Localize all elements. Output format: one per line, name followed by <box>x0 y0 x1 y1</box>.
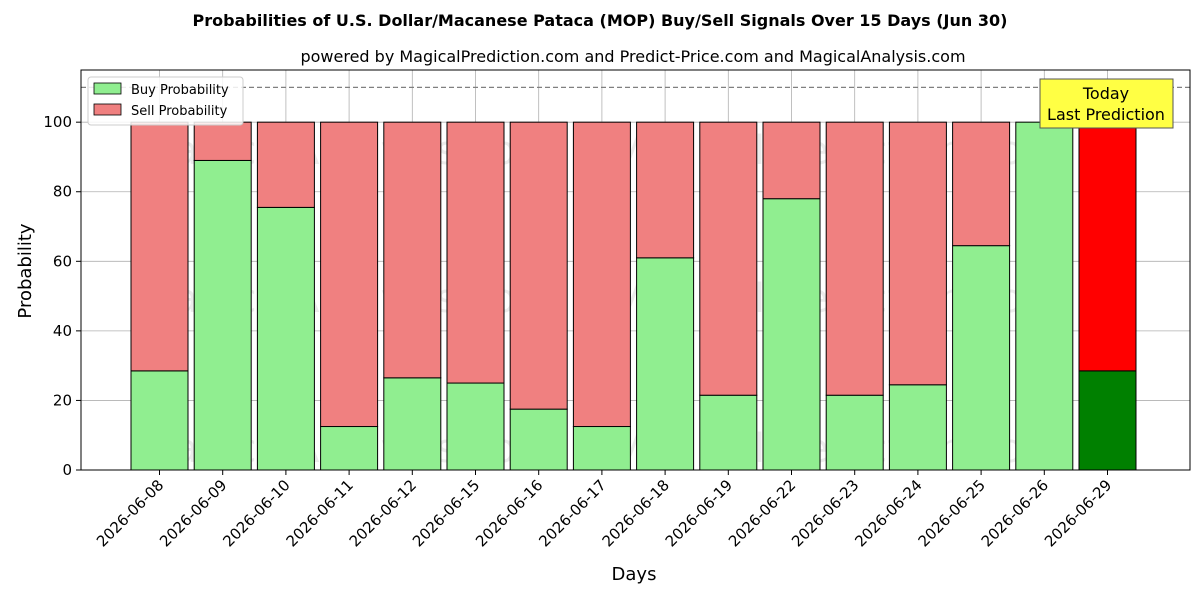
bar-sell <box>383 121 442 379</box>
chart-title: Probabilities of U.S. Dollar/Macanese Pa… <box>193 11 1008 30</box>
bar-buy <box>825 394 884 471</box>
x-tick-label: 2026-06-25 <box>915 476 989 550</box>
bar-sell <box>699 121 758 396</box>
today-box <box>1039 78 1174 129</box>
x-tick-label: 2026-06-10 <box>219 476 293 550</box>
y-axis: 0 20 40 60 80 100 <box>43 113 81 479</box>
last-prediction-label: Last Prediction <box>1047 105 1165 124</box>
y-tick-label: 0 <box>62 461 72 479</box>
bar-sell <box>509 121 568 410</box>
legend-label-sell: Sell Probability <box>131 104 228 119</box>
bar-buy <box>446 382 505 471</box>
legend-label-buy: Buy Probability <box>131 83 229 98</box>
x-tick-label: 2026-06-29 <box>1041 476 1115 550</box>
plot-frame <box>80 69 1191 471</box>
x-tick-label: 2026-06-22 <box>725 476 799 550</box>
legend-swatch-buy <box>93 82 122 95</box>
x-tick-label: 2026-06-12 <box>346 476 420 550</box>
bar-buy <box>509 408 568 471</box>
x-tick-label: 2026-06-17 <box>535 476 609 550</box>
bar-buy <box>320 426 379 471</box>
bar-buy <box>952 245 1011 471</box>
today-label: Today <box>1082 84 1129 103</box>
bar-sell <box>446 121 505 384</box>
bar-buy <box>383 377 442 471</box>
bar-sell <box>636 121 695 259</box>
today-annotation: Today Last Prediction <box>1039 78 1174 129</box>
x-tick-label: 2026-06-26 <box>978 476 1052 550</box>
bar-buy <box>572 426 631 471</box>
legend-swatch-sell <box>93 103 122 116</box>
bar-sell <box>1078 121 1137 372</box>
bar-sell <box>825 121 884 396</box>
x-tick-label: 2026-06-19 <box>662 476 736 550</box>
y-tick-label: 80 <box>53 183 72 201</box>
chart-subtitle: powered by MagicalPrediction.com and Pre… <box>300 47 965 66</box>
bar-sell <box>888 121 947 386</box>
bar-sell <box>256 121 315 208</box>
bar-buy <box>193 159 252 471</box>
y-tick-label: 60 <box>53 252 72 270</box>
x-axis-label: Days <box>612 564 657 585</box>
legend-box <box>87 76 244 126</box>
bar-sell <box>320 121 379 428</box>
legend: Buy Probability Sell Probability <box>87 76 244 126</box>
x-tick-label: 2026-06-15 <box>409 476 483 550</box>
bar-buy <box>1015 121 1074 471</box>
bar-buy <box>699 394 758 471</box>
bar-buy <box>256 206 315 471</box>
x-tick-label: 2026-06-16 <box>472 476 546 550</box>
y-tick-label: 40 <box>53 322 72 340</box>
bar-sell <box>762 121 821 200</box>
x-tick-label: 2026-06-09 <box>156 476 230 550</box>
x-tick-label: 2026-06-18 <box>599 476 673 550</box>
x-tick-label: 2026-06-24 <box>851 476 925 550</box>
x-tick-label: 2026-06-08 <box>93 476 167 550</box>
bar-sell <box>952 121 1011 247</box>
bar-buy <box>762 198 821 471</box>
bar-buy <box>888 384 947 471</box>
x-tick-label: 2026-06-11 <box>283 476 357 550</box>
bar-sell <box>130 121 189 372</box>
y-axis-label: Probability <box>15 223 36 318</box>
bar-buy <box>636 257 695 471</box>
bar-sell <box>572 121 631 428</box>
bar-sell <box>193 121 252 161</box>
x-axis: 2026-06-082026-06-092026-06-102026-06-11… <box>93 470 1115 550</box>
y-tick-label: 100 <box>43 113 72 131</box>
x-tick-label: 2026-06-23 <box>788 476 862 550</box>
y-tick-label: 20 <box>53 391 72 409</box>
bar-buy <box>1078 370 1137 471</box>
bar-buy <box>130 370 189 471</box>
